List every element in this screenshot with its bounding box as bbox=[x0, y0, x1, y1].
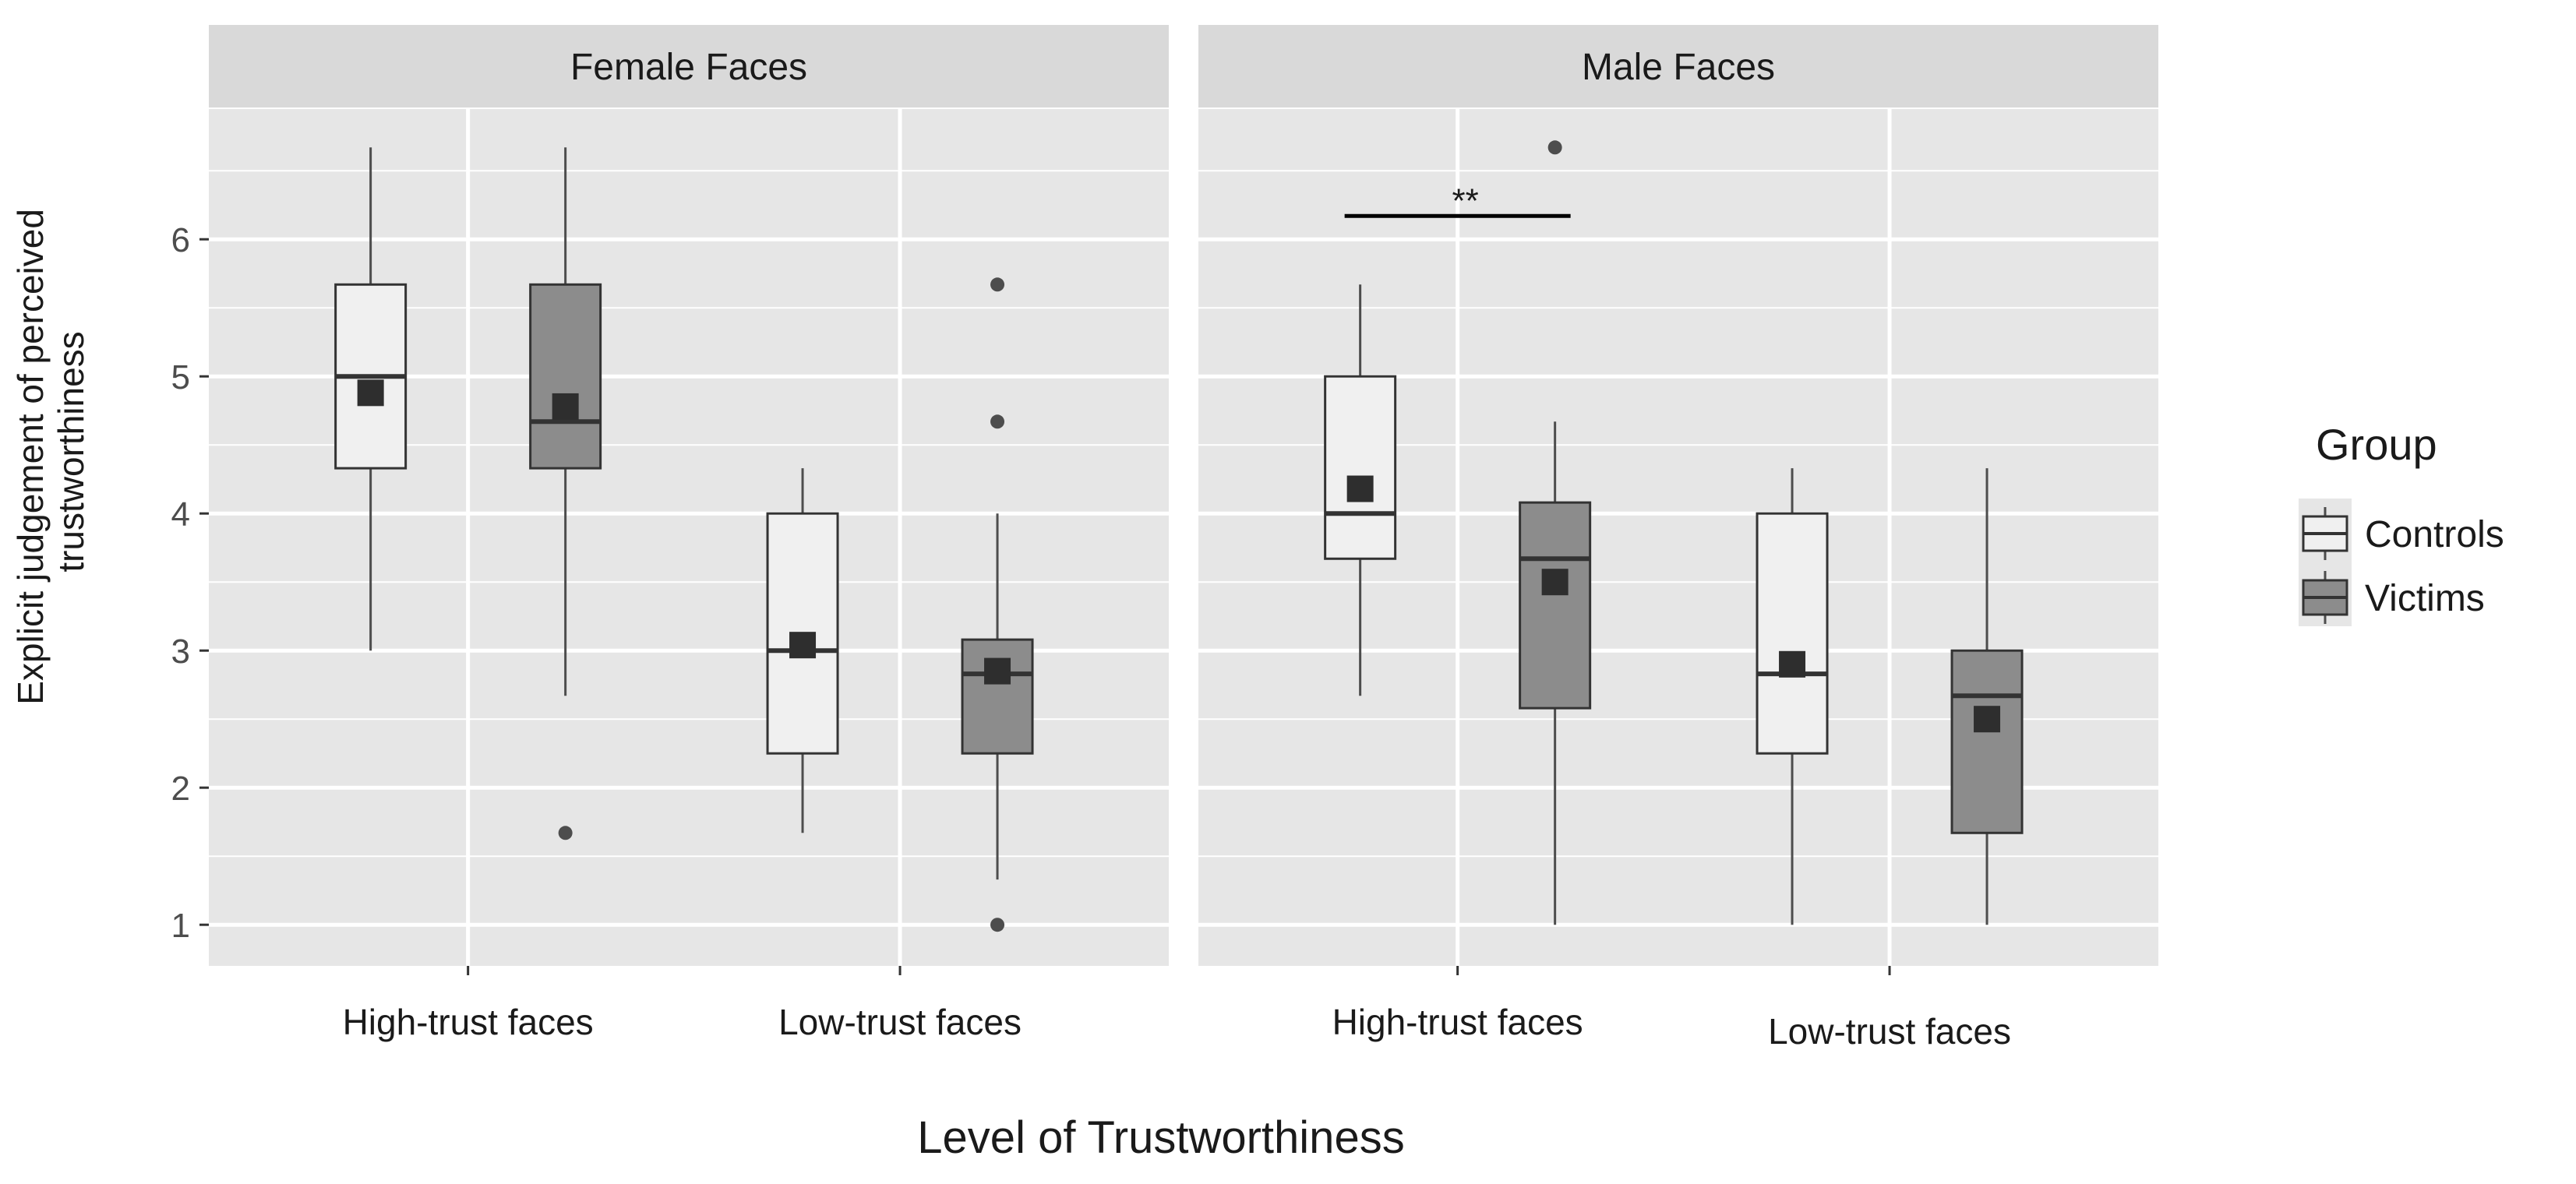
y-tick-label: 6 bbox=[171, 221, 190, 259]
panel-male: Male Faces High-trust faces Low-trust face… bbox=[1198, 25, 2158, 1052]
y-tick-label: 1 bbox=[171, 907, 190, 945]
y-tick-label: 4 bbox=[171, 495, 190, 534]
significance-label: ** bbox=[1452, 181, 1479, 220]
legend-item-label: Victims bbox=[2365, 578, 2485, 619]
panel-strip bbox=[209, 25, 1169, 107]
y-tick-label: 3 bbox=[171, 633, 190, 671]
iqr-box bbox=[1756, 512, 1829, 755]
mean-marker bbox=[357, 379, 384, 407]
panel-strip-title: Female Faces bbox=[570, 47, 807, 88]
box-victims bbox=[1950, 468, 2024, 925]
iqr-box bbox=[1324, 375, 1397, 560]
iqr-box bbox=[1950, 649, 2024, 834]
mean-marker bbox=[984, 657, 1011, 685]
outlier-point bbox=[1547, 140, 1562, 155]
box-controls bbox=[334, 147, 408, 651]
mean-marker bbox=[1541, 569, 1569, 596]
box-victims bbox=[1519, 140, 1592, 925]
y-axis-label: Explicit judgement of perceived trustwor… bbox=[10, 199, 91, 704]
box-controls bbox=[1756, 468, 1829, 925]
legend-item-label: Controls bbox=[2365, 514, 2504, 555]
x-axis-label: Level of Trustworthiness bbox=[917, 1112, 1404, 1163]
iqr-box bbox=[961, 638, 1034, 755]
box-victims bbox=[529, 147, 602, 840]
y-tick-label: 5 bbox=[171, 358, 190, 396]
mean-marker bbox=[1346, 475, 1374, 502]
outlier-point bbox=[990, 414, 1005, 429]
y-axis-label-line-2: trustworthiness bbox=[51, 331, 91, 572]
y-axis-label-line-1: Explicit judgement of perceived bbox=[10, 209, 51, 705]
legend-items: Controls Victims bbox=[2302, 507, 2504, 624]
legend-item-controls: Controls bbox=[2302, 507, 2504, 560]
panel-background bbox=[209, 109, 1169, 966]
outlier-point bbox=[990, 918, 1005, 932]
panel-female: Female Faces High-trust faces Low-trust fa… bbox=[209, 25, 1169, 1042]
panels: Female Faces High-trust faces Low-trust fa… bbox=[171, 25, 2158, 1052]
x-tick-label: Low-trust faces bbox=[778, 1002, 1022, 1042]
legend-item-victims: Victims bbox=[2302, 571, 2485, 624]
y-tick-label: 2 bbox=[171, 770, 190, 808]
mean-marker bbox=[789, 632, 817, 659]
x-tick-label: High-trust faces bbox=[343, 1002, 594, 1042]
x-tick-label: High-trust faces bbox=[1332, 1002, 1583, 1042]
iqr-box bbox=[529, 283, 602, 470]
panel-strip-title: Male Faces bbox=[1582, 47, 1775, 88]
panel-strip bbox=[1198, 25, 2158, 107]
iqr-box bbox=[1519, 501, 1592, 710]
outlier-point bbox=[990, 277, 1005, 292]
box-controls bbox=[1324, 284, 1397, 696]
legend: Group Controls Victims bbox=[2299, 420, 2504, 626]
mean-marker bbox=[1779, 650, 1806, 678]
outlier-point bbox=[558, 826, 573, 840]
mean-marker bbox=[1974, 706, 2001, 733]
legend-title: Group bbox=[2316, 420, 2437, 469]
mean-marker bbox=[552, 393, 579, 420]
box-controls bbox=[766, 468, 839, 833]
x-tick-label: Low-trust faces bbox=[1768, 1011, 2011, 1052]
box-victims bbox=[961, 277, 1034, 932]
